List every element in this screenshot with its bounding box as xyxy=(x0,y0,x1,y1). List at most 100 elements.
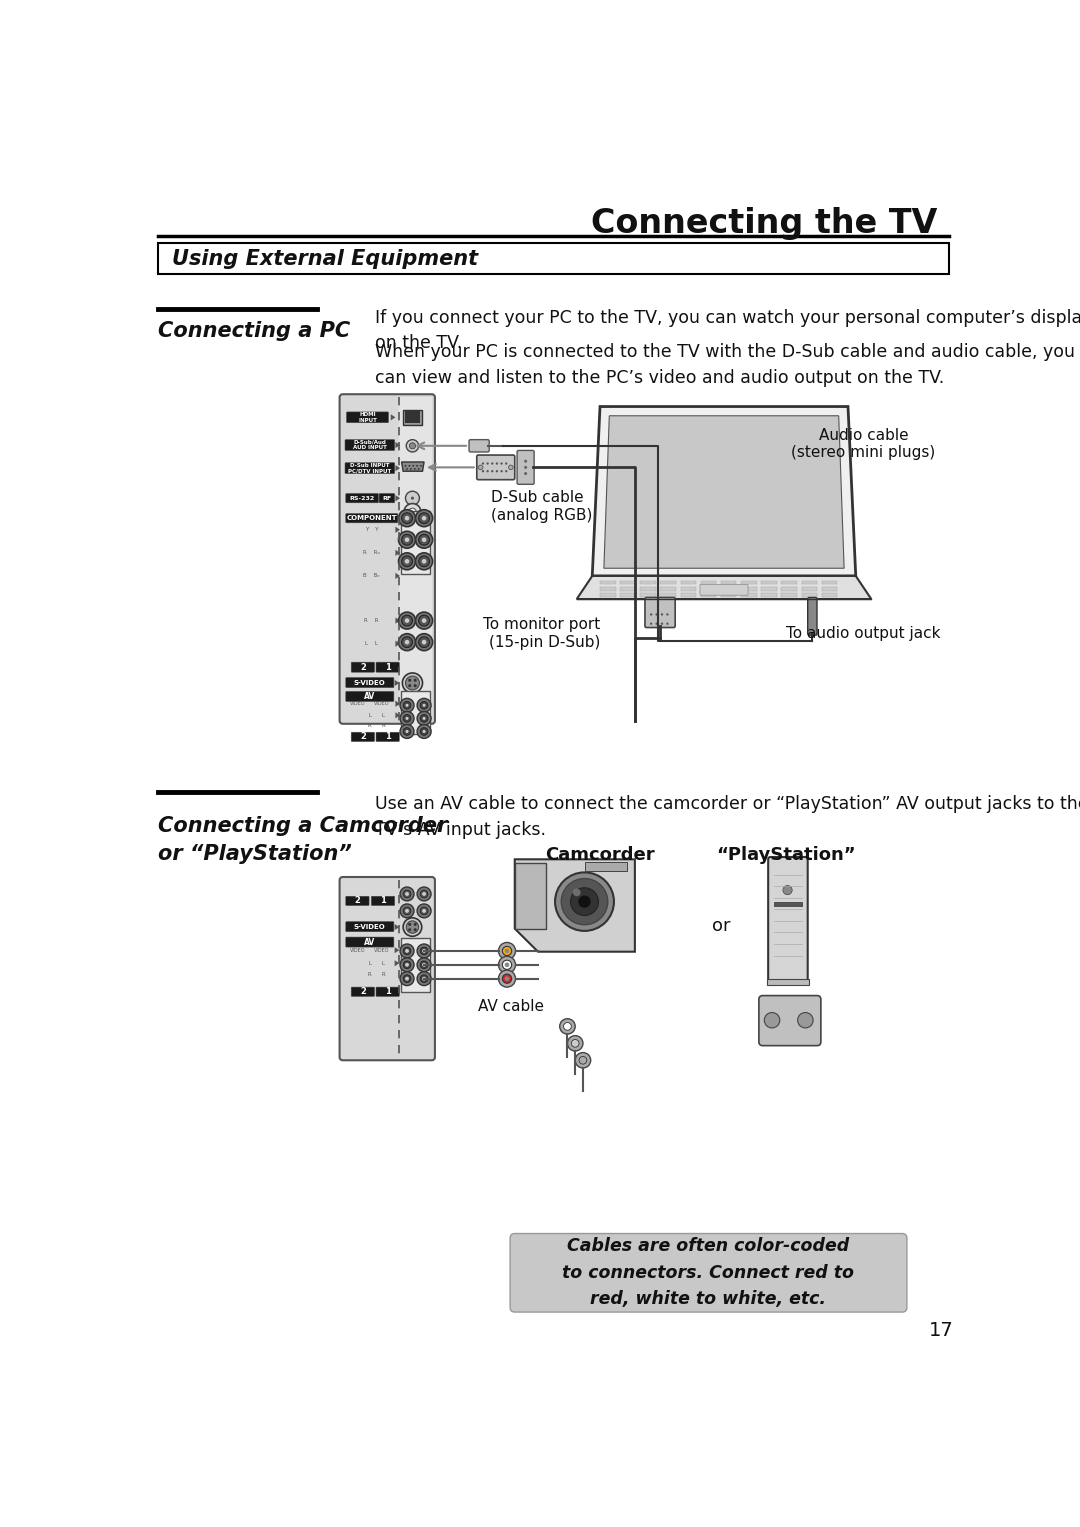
Circle shape xyxy=(420,947,428,954)
Circle shape xyxy=(420,907,428,915)
Circle shape xyxy=(406,921,419,933)
Circle shape xyxy=(491,463,494,464)
Circle shape xyxy=(661,623,663,625)
Circle shape xyxy=(419,556,430,567)
FancyBboxPatch shape xyxy=(346,493,378,502)
Circle shape xyxy=(502,974,512,983)
Text: AV: AV xyxy=(364,692,376,701)
Bar xyxy=(721,580,737,585)
Circle shape xyxy=(505,463,508,464)
Text: If you connect your PC to the TV, you can watch your personal computer’s display: If you connect your PC to the TV, you ca… xyxy=(375,308,1080,353)
Text: “PlayStation”: “PlayStation” xyxy=(716,846,855,864)
Text: D-Sub INPUT
PC/DTV INPUT: D-Sub INPUT PC/DTV INPUT xyxy=(348,463,391,473)
Bar xyxy=(620,586,636,591)
Circle shape xyxy=(422,516,427,521)
Circle shape xyxy=(405,618,409,623)
Circle shape xyxy=(402,513,413,524)
FancyBboxPatch shape xyxy=(345,463,394,473)
Text: S-VIDEO: S-VIDEO xyxy=(354,680,386,686)
Circle shape xyxy=(422,704,426,707)
Text: Audio cable
(stereo mini plugs): Audio cable (stereo mini plugs) xyxy=(792,428,935,461)
Text: Y    Y: Y Y xyxy=(365,527,378,533)
Polygon shape xyxy=(395,550,400,556)
Circle shape xyxy=(402,637,413,647)
Circle shape xyxy=(414,684,417,687)
Text: L: L xyxy=(368,960,372,965)
Circle shape xyxy=(422,977,426,980)
Circle shape xyxy=(491,470,494,472)
Text: COMPONENT: COMPONENT xyxy=(347,515,397,521)
Circle shape xyxy=(572,889,581,896)
Text: R: R xyxy=(368,971,372,977)
Bar xyxy=(761,586,777,591)
Text: 1: 1 xyxy=(380,896,386,906)
Circle shape xyxy=(399,510,416,527)
Circle shape xyxy=(579,1057,586,1064)
Text: To monitor port
(15-pin D-Sub): To monitor port (15-pin D-Sub) xyxy=(483,617,600,651)
Bar xyxy=(401,692,430,734)
FancyBboxPatch shape xyxy=(346,692,394,701)
FancyBboxPatch shape xyxy=(808,597,816,635)
Bar xyxy=(600,586,616,591)
FancyBboxPatch shape xyxy=(372,896,394,906)
Circle shape xyxy=(666,623,669,625)
FancyBboxPatch shape xyxy=(510,1234,907,1312)
Text: Connecting the TV: Connecting the TV xyxy=(591,206,937,240)
Bar xyxy=(661,592,676,597)
Polygon shape xyxy=(515,860,635,951)
Text: L: L xyxy=(368,713,372,718)
Text: B    Bₙ: B Bₙ xyxy=(363,574,380,579)
Circle shape xyxy=(666,614,669,615)
Polygon shape xyxy=(394,680,400,686)
Circle shape xyxy=(422,559,427,563)
Circle shape xyxy=(422,716,426,719)
Circle shape xyxy=(408,508,416,516)
Bar xyxy=(741,586,757,591)
Text: Use an AV cable to connect the camcorder or “PlayStation” AV output jacks to the: Use an AV cable to connect the camcorder… xyxy=(375,796,1080,840)
FancyBboxPatch shape xyxy=(346,922,394,931)
Polygon shape xyxy=(395,495,400,501)
Bar xyxy=(405,411,420,423)
Polygon shape xyxy=(395,573,400,579)
Circle shape xyxy=(416,634,433,651)
Text: To audio output jack: To audio output jack xyxy=(786,626,941,641)
Circle shape xyxy=(650,614,652,615)
Bar xyxy=(680,592,697,597)
Circle shape xyxy=(403,728,410,736)
Bar xyxy=(640,586,656,591)
Circle shape xyxy=(419,637,430,647)
Circle shape xyxy=(416,531,433,548)
Circle shape xyxy=(416,553,433,570)
Text: 1: 1 xyxy=(384,733,391,742)
Bar xyxy=(640,580,656,585)
FancyBboxPatch shape xyxy=(759,996,821,1046)
Circle shape xyxy=(405,948,409,953)
Text: L: L xyxy=(381,960,384,965)
Circle shape xyxy=(571,1040,579,1048)
Circle shape xyxy=(406,467,408,470)
Bar xyxy=(159,243,948,275)
Circle shape xyxy=(405,704,408,707)
Polygon shape xyxy=(395,617,400,623)
Polygon shape xyxy=(395,441,400,447)
FancyBboxPatch shape xyxy=(517,450,535,484)
Circle shape xyxy=(420,960,428,968)
Circle shape xyxy=(414,922,417,925)
Circle shape xyxy=(405,892,409,896)
Circle shape xyxy=(403,947,410,954)
Circle shape xyxy=(405,464,406,467)
Circle shape xyxy=(422,538,427,542)
Circle shape xyxy=(410,496,414,499)
Circle shape xyxy=(400,712,414,725)
Circle shape xyxy=(420,715,428,722)
Circle shape xyxy=(402,556,413,567)
Circle shape xyxy=(482,463,484,464)
Bar xyxy=(661,580,676,585)
Circle shape xyxy=(504,976,510,980)
FancyBboxPatch shape xyxy=(476,455,515,479)
Text: or: or xyxy=(712,918,730,936)
Circle shape xyxy=(414,467,416,470)
Circle shape xyxy=(417,724,431,739)
Circle shape xyxy=(417,887,431,901)
Polygon shape xyxy=(394,924,400,930)
